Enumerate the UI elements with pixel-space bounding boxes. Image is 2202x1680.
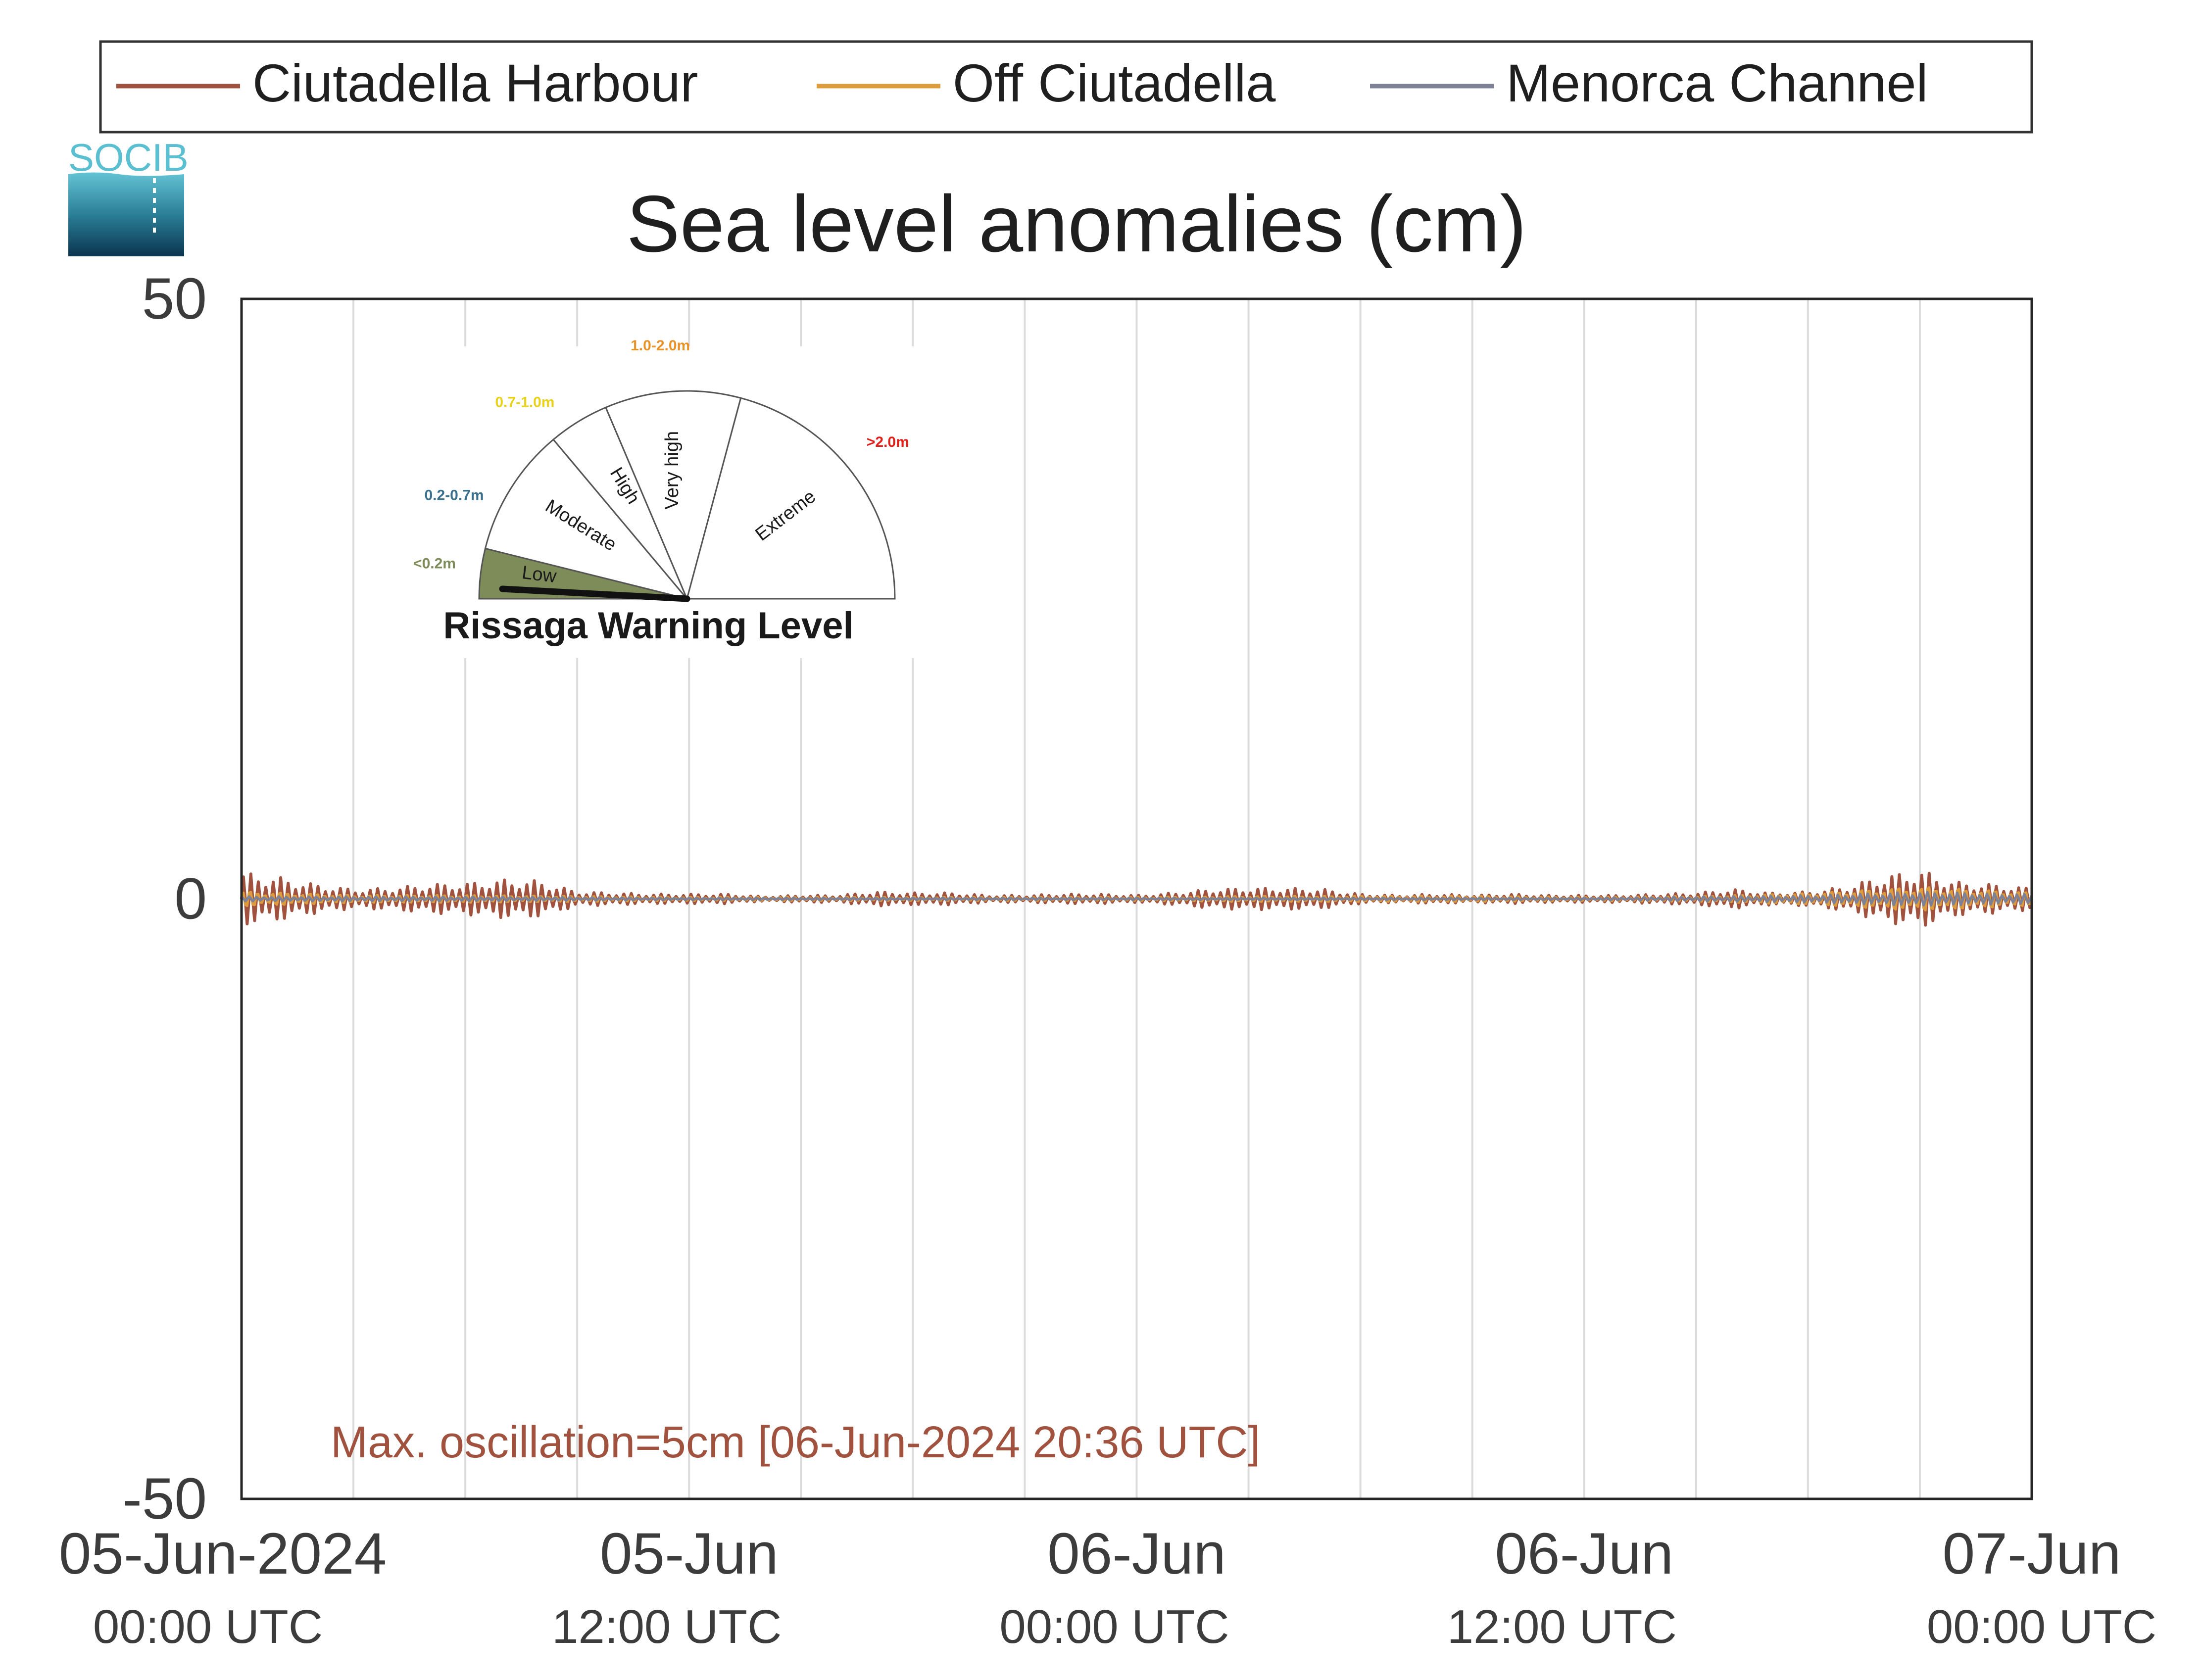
series-line-menorca-channel	[241, 891, 2033, 907]
series-layer	[240, 871, 2033, 927]
socib-logo-water	[68, 172, 184, 256]
gauge-title: Rissaga Warning Level	[443, 605, 853, 647]
gauge-needle	[499, 585, 690, 602]
gauge-sector-very-high	[604, 390, 742, 601]
gauge-level-range: 0.2-0.7m	[424, 487, 484, 504]
y-tick-labels: 50 0 -50	[122, 266, 207, 1532]
chart-title: Sea level anomalies (cm)	[627, 179, 1527, 269]
gauge-sectors	[478, 390, 896, 601]
socib-logo-text: SOCIB	[68, 136, 189, 179]
gauge-level-range: 0.7-1.0m	[495, 394, 554, 411]
gauge-sector-moderate	[484, 438, 689, 600]
max-oscillation-annotation: Max. oscillation=5cm [06-Jun-2024 20:36 …	[331, 1418, 1260, 1467]
x-tick-time-label: 00:00 UTC	[1927, 1600, 2156, 1653]
gauge-level-range: 1.0-2.0m	[631, 337, 690, 354]
x-tick-date-label: 06-Jun	[1495, 1521, 1673, 1586]
x-tick-date-label: 05-Jun	[600, 1521, 779, 1586]
x-tick-date-label: 07-Jun	[1943, 1521, 2121, 1586]
legend-label-menorca-channel: Menorca Channel	[1506, 53, 1928, 113]
x-tick-time-label: 12:00 UTC	[552, 1600, 782, 1653]
x-tick-labels: 05-Jun-2024 00:00 UTC 05-Jun 12:00 UTC 06-Ju…	[59, 1521, 2156, 1653]
gauge-level-name: Very high	[662, 431, 683, 509]
gauge-level-name: Low	[521, 562, 558, 587]
x-tick-time-label: 00:00 UTC	[999, 1600, 1229, 1653]
x-tick-time-label: 12:00 UTC	[1447, 1600, 1677, 1653]
gauge-level-range: >2.0m	[867, 434, 909, 450]
socib-logo: SOCIB	[68, 136, 189, 256]
y-tick-label: -50	[122, 1466, 207, 1532]
x-tick-date-label: 06-Jun	[1047, 1521, 1226, 1586]
legend-label-off-ciutadella: Off Ciutadella	[953, 53, 1276, 113]
legend-box	[99, 40, 2033, 134]
y-tick-label: 50	[142, 266, 207, 332]
gauge-sector-extreme	[686, 397, 896, 600]
gauge-level-range: <0.2m	[413, 555, 456, 572]
x-tick-time-label: 00:00 UTC	[93, 1600, 323, 1653]
y-tick-label: 0	[174, 866, 207, 932]
legend-label-ciutadella-harbour: Ciutadella Harbour	[252, 53, 698, 113]
legend: Ciutadella Harbour Off Ciutadella Menorc…	[99, 40, 2033, 134]
plot-frame	[240, 297, 2033, 1500]
x-tick-date-label: 05-Jun-2024	[59, 1521, 387, 1586]
